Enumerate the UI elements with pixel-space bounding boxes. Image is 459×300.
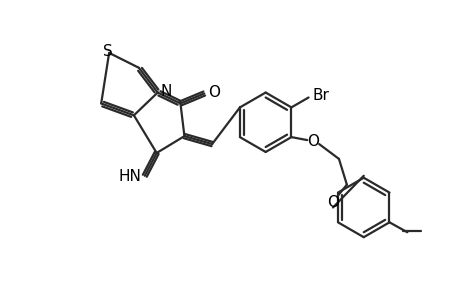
Text: Br: Br xyxy=(311,88,328,103)
Text: O: O xyxy=(326,195,338,210)
Text: HN: HN xyxy=(119,169,141,184)
Text: O: O xyxy=(207,85,220,100)
Text: O: O xyxy=(307,134,319,148)
Text: N: N xyxy=(161,84,172,99)
Text: S: S xyxy=(103,44,113,59)
